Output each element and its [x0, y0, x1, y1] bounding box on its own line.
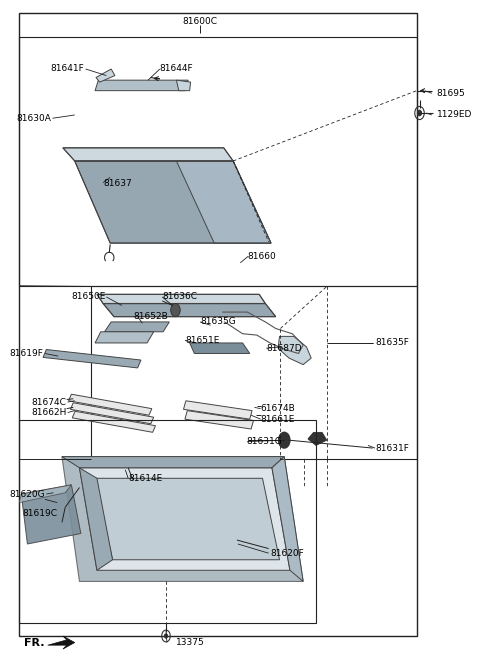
Polygon shape	[96, 69, 115, 82]
Text: 81660: 81660	[247, 252, 276, 261]
Polygon shape	[69, 394, 152, 415]
Polygon shape	[71, 403, 154, 424]
Polygon shape	[80, 468, 112, 570]
Polygon shape	[63, 148, 233, 161]
Polygon shape	[62, 457, 284, 468]
Polygon shape	[183, 401, 252, 419]
Bar	[91, 286, 417, 459]
Polygon shape	[80, 468, 290, 570]
Polygon shape	[190, 343, 250, 353]
Polygon shape	[95, 332, 154, 343]
Polygon shape	[75, 161, 271, 243]
Text: 81619C: 81619C	[22, 509, 57, 518]
Circle shape	[418, 110, 421, 116]
Polygon shape	[105, 322, 169, 332]
Polygon shape	[62, 457, 303, 581]
Text: 81687D: 81687D	[266, 344, 302, 353]
Polygon shape	[97, 294, 265, 304]
Text: 81630A: 81630A	[16, 114, 51, 123]
Polygon shape	[21, 485, 81, 544]
Text: 81620F: 81620F	[270, 549, 304, 558]
Text: 81620G: 81620G	[9, 489, 45, 499]
Polygon shape	[177, 161, 271, 243]
Polygon shape	[308, 432, 327, 445]
Text: 81661E: 81661E	[261, 415, 295, 424]
Bar	[19, 37, 417, 286]
Circle shape	[278, 432, 290, 448]
Text: 13375: 13375	[176, 638, 204, 647]
Polygon shape	[272, 457, 303, 581]
Polygon shape	[48, 636, 75, 649]
Text: 1129ED: 1129ED	[436, 110, 472, 120]
Polygon shape	[185, 411, 253, 429]
Text: 81641F: 81641F	[50, 64, 84, 74]
Text: 81631G: 81631G	[246, 437, 282, 446]
Text: FR.: FR.	[24, 637, 45, 648]
Text: 81674C: 81674C	[32, 397, 67, 407]
Circle shape	[171, 304, 180, 317]
Bar	[19, 13, 417, 636]
Polygon shape	[95, 478, 279, 560]
Text: 81635F: 81635F	[375, 338, 409, 348]
Text: 81637: 81637	[103, 179, 132, 189]
Text: 81644F: 81644F	[160, 64, 193, 74]
Text: 81614E: 81614E	[128, 474, 162, 483]
Polygon shape	[72, 411, 156, 432]
Text: 81619F: 81619F	[9, 349, 43, 358]
Text: 81636C: 81636C	[162, 292, 197, 302]
Circle shape	[165, 634, 168, 638]
Text: 81650E: 81650E	[71, 292, 106, 302]
Polygon shape	[103, 304, 276, 317]
Polygon shape	[19, 485, 72, 503]
Text: 81600C: 81600C	[182, 16, 217, 26]
Text: 81695: 81695	[436, 89, 465, 98]
Text: 81631F: 81631F	[375, 443, 409, 453]
Polygon shape	[177, 80, 191, 91]
Text: 81662H: 81662H	[31, 408, 67, 417]
Text: 81652B: 81652B	[133, 312, 168, 321]
Polygon shape	[95, 80, 188, 91]
Text: 61674B: 61674B	[261, 404, 295, 413]
Polygon shape	[43, 350, 141, 368]
Polygon shape	[278, 336, 311, 365]
Bar	[19, 420, 316, 623]
Text: 81635G: 81635G	[200, 317, 236, 327]
Text: 81651E: 81651E	[185, 336, 219, 345]
